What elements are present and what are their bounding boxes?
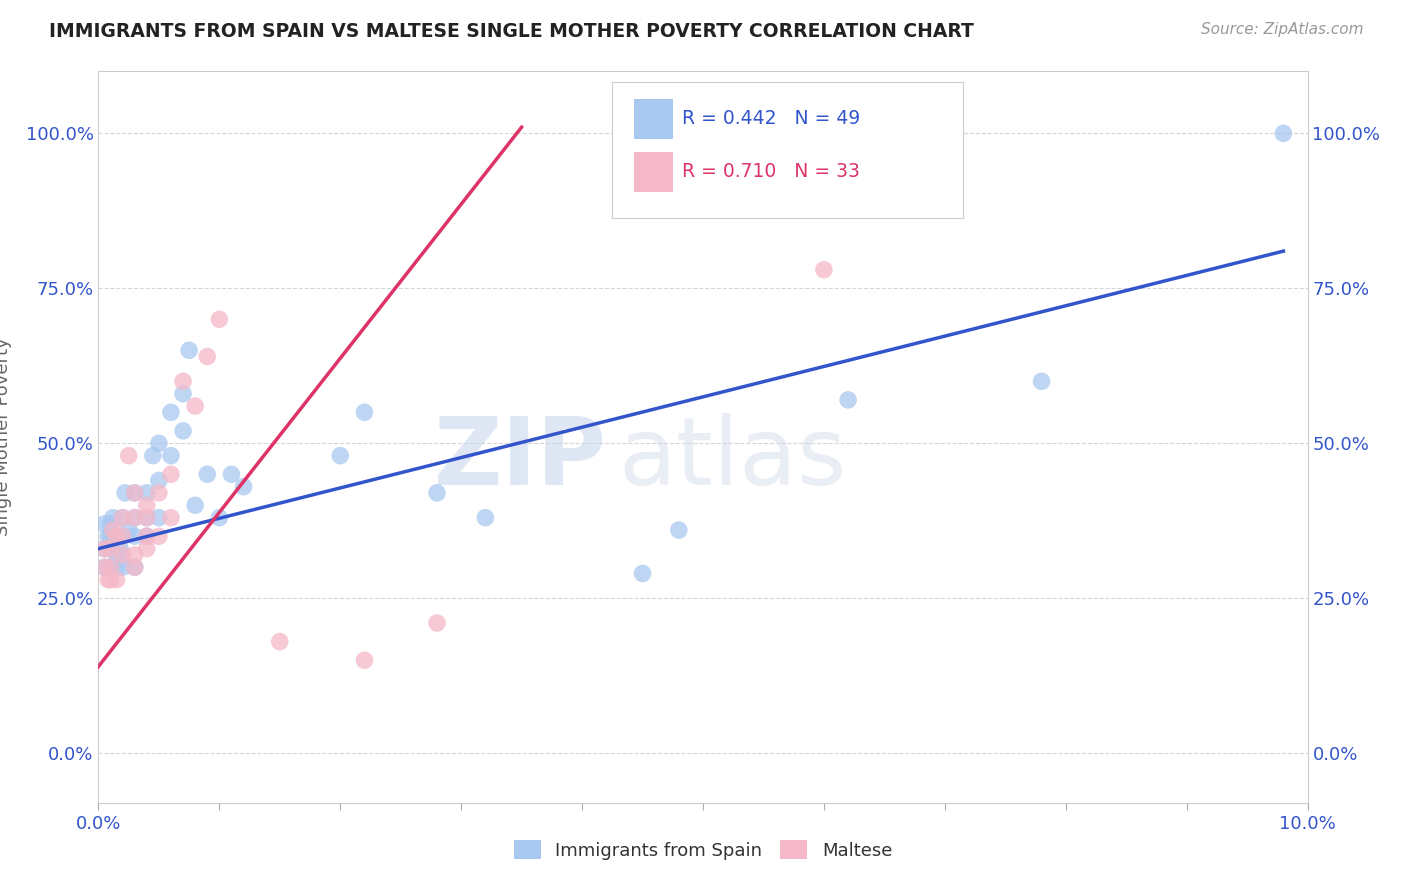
Point bbox=[474, 510, 496, 524]
Point bbox=[124, 560, 146, 574]
Legend: Immigrants from Spain, Maltese: Immigrants from Spain, Maltese bbox=[506, 833, 900, 867]
Point bbox=[124, 548, 146, 562]
Point bbox=[105, 548, 128, 562]
Point bbox=[148, 474, 170, 488]
Point bbox=[124, 529, 146, 543]
Point bbox=[1031, 374, 1053, 388]
Point bbox=[101, 510, 124, 524]
Point bbox=[93, 560, 115, 574]
Point bbox=[329, 449, 352, 463]
Point bbox=[208, 510, 231, 524]
Point bbox=[105, 529, 128, 543]
Point bbox=[160, 510, 183, 524]
Point bbox=[837, 392, 859, 407]
Point bbox=[111, 548, 134, 562]
Point bbox=[172, 374, 194, 388]
Point bbox=[135, 510, 157, 524]
Point bbox=[97, 573, 120, 587]
Point bbox=[124, 486, 146, 500]
Point bbox=[172, 386, 194, 401]
Point bbox=[135, 486, 157, 500]
Point bbox=[631, 566, 654, 581]
Point bbox=[93, 541, 115, 556]
Point bbox=[97, 529, 120, 543]
Point bbox=[100, 573, 122, 587]
Point bbox=[105, 560, 128, 574]
Point bbox=[221, 467, 243, 482]
Point bbox=[426, 615, 449, 630]
Point bbox=[135, 541, 157, 556]
Point bbox=[101, 523, 124, 537]
Y-axis label: Single Mother Poverty: Single Mother Poverty bbox=[0, 338, 11, 536]
Point bbox=[105, 573, 128, 587]
Point bbox=[208, 312, 231, 326]
Point bbox=[353, 405, 375, 419]
Text: ZIP: ZIP bbox=[433, 413, 606, 505]
Point bbox=[124, 486, 146, 500]
Point bbox=[118, 523, 141, 537]
Point bbox=[195, 467, 218, 482]
Point bbox=[148, 486, 170, 500]
Point bbox=[111, 529, 134, 543]
Point bbox=[111, 510, 134, 524]
Point bbox=[124, 560, 146, 574]
Text: IMMIGRANTS FROM SPAIN VS MALTESE SINGLE MOTHER POVERTY CORRELATION CHART: IMMIGRANTS FROM SPAIN VS MALTESE SINGLE … bbox=[49, 22, 974, 41]
Point bbox=[160, 467, 183, 482]
Point bbox=[353, 653, 375, 667]
FancyBboxPatch shape bbox=[613, 82, 963, 218]
Point bbox=[269, 634, 291, 648]
Point bbox=[111, 529, 134, 543]
Point bbox=[148, 510, 170, 524]
Point bbox=[108, 541, 131, 556]
Point bbox=[1272, 126, 1295, 140]
Point bbox=[118, 449, 141, 463]
Point bbox=[813, 262, 835, 277]
Point bbox=[232, 480, 254, 494]
Point bbox=[93, 541, 115, 556]
Point bbox=[100, 560, 122, 574]
Point bbox=[111, 560, 134, 574]
Bar bbox=[634, 152, 673, 192]
Point bbox=[172, 424, 194, 438]
Point bbox=[184, 399, 207, 413]
Point bbox=[100, 560, 122, 574]
Point bbox=[135, 529, 157, 543]
Point bbox=[93, 560, 115, 574]
Point bbox=[668, 523, 690, 537]
Point bbox=[135, 498, 157, 512]
Point bbox=[148, 529, 170, 543]
Text: Source: ZipAtlas.com: Source: ZipAtlas.com bbox=[1201, 22, 1364, 37]
Point bbox=[135, 529, 157, 543]
Point bbox=[426, 486, 449, 500]
Point bbox=[179, 343, 201, 358]
Point bbox=[111, 510, 134, 524]
Point bbox=[124, 510, 146, 524]
Point bbox=[100, 541, 122, 556]
Point bbox=[114, 486, 136, 500]
Point bbox=[148, 436, 170, 450]
Text: R = 0.710   N = 33: R = 0.710 N = 33 bbox=[682, 162, 860, 181]
Text: atlas: atlas bbox=[619, 413, 846, 505]
Bar bbox=[634, 99, 673, 139]
Point bbox=[142, 449, 165, 463]
Point bbox=[100, 529, 122, 543]
Point bbox=[124, 510, 146, 524]
Point bbox=[135, 510, 157, 524]
Point bbox=[105, 529, 128, 543]
Text: R = 0.442   N = 49: R = 0.442 N = 49 bbox=[682, 110, 860, 128]
Point bbox=[93, 516, 115, 531]
Point bbox=[100, 516, 122, 531]
Point bbox=[195, 350, 218, 364]
Point bbox=[160, 405, 183, 419]
Point bbox=[184, 498, 207, 512]
Point bbox=[100, 541, 122, 556]
Point bbox=[111, 548, 134, 562]
Point bbox=[160, 449, 183, 463]
